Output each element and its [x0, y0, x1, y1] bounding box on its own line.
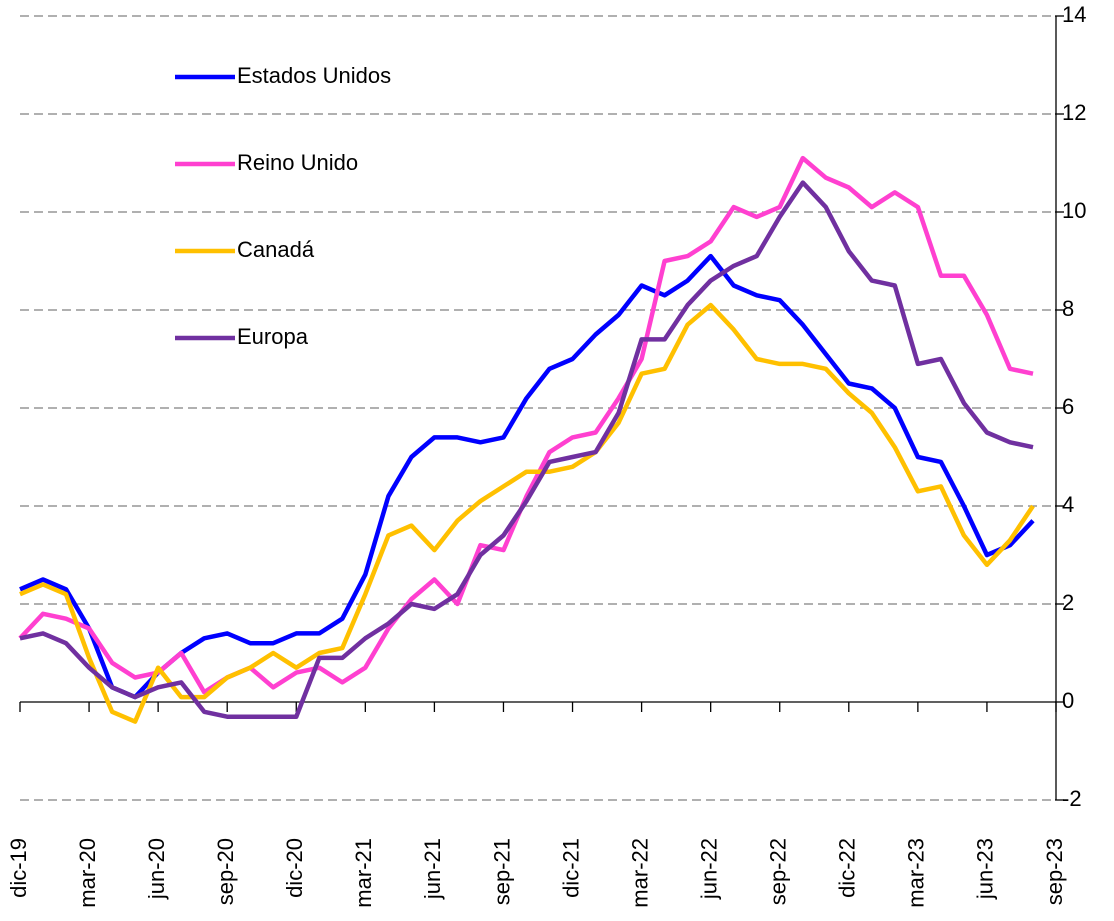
x-tick-label: sep-20: [213, 838, 238, 905]
x-tick-label: sep-22: [766, 838, 791, 905]
x-tick-label: mar-22: [627, 838, 652, 908]
x-tick-label: sep-23: [1042, 838, 1067, 905]
x-tick-label: mar-23: [904, 838, 929, 908]
series-line: [19, 180, 1034, 719]
legend-label: Reino Unido: [237, 150, 358, 175]
series-line: [18, 155, 1034, 695]
x-tick-label: jun-23: [973, 838, 998, 900]
y-tick-label: 6: [1062, 394, 1074, 419]
series-line: [19, 302, 1035, 724]
y-tick-label: -2: [1062, 786, 1082, 811]
y-tick-label: 12: [1062, 100, 1086, 125]
series-line: [19, 253, 1035, 700]
legend-label: Canadá: [237, 237, 315, 262]
y-tick-label: 8: [1062, 296, 1074, 321]
legend-label: Europa: [237, 324, 309, 349]
x-tick-label: jun-22: [696, 838, 721, 900]
legend-label: Estados Unidos: [237, 63, 391, 88]
y-tick-label: 2: [1062, 590, 1074, 615]
x-tick-label: jun-21: [420, 838, 445, 900]
y-tick-label: 10: [1062, 198, 1086, 223]
x-tick-label: mar-21: [351, 838, 376, 908]
y-tick-label: 14: [1062, 2, 1086, 27]
x-tick-label: sep-21: [489, 838, 514, 905]
x-tick-label: jun-20: [144, 838, 169, 900]
y-tick-label: 0: [1062, 688, 1074, 713]
x-tick-label: dic-19: [6, 838, 31, 898]
y-tick-label: 4: [1062, 492, 1074, 517]
x-tick-label: dic-22: [835, 838, 860, 898]
x-tick-label: dic-20: [282, 838, 307, 898]
x-tick-label: mar-20: [75, 838, 100, 908]
x-tick-label: dic-21: [558, 838, 583, 898]
